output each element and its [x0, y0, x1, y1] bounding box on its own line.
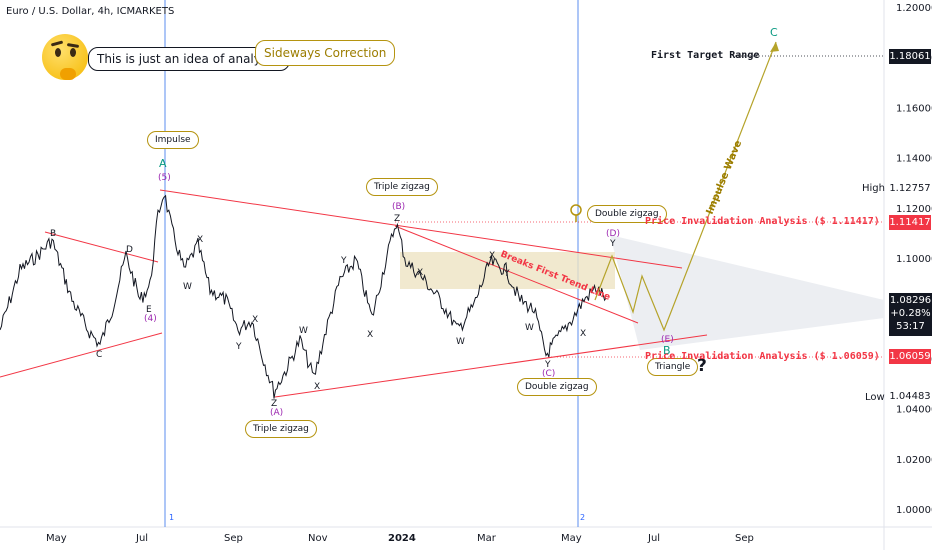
wave-mark: X: [580, 329, 586, 339]
wave-mark: X: [197, 235, 203, 245]
wave-mark-green: B: [663, 344, 671, 357]
trendline-top: [159, 189, 683, 269]
x-tick-label: Sep: [224, 533, 243, 544]
lightbulb-icon: [570, 204, 582, 222]
wave-mark-purple: (B): [392, 202, 405, 212]
wave-mark: Y: [609, 239, 616, 249]
y-tick-label: 1.20000: [896, 3, 932, 14]
countdown: 53:17: [896, 321, 925, 332]
triangle-projection-zone: [610, 235, 884, 350]
y-tick-label: 1.14000: [896, 154, 932, 165]
triple-zigzag-bottom-label: Triple zigzag: [245, 420, 317, 438]
wave-mark: Z: [394, 214, 400, 224]
thinking-face-icon: [42, 34, 88, 80]
first-target-label: First Target Range: [651, 50, 760, 61]
wave-mark-purple: (D): [606, 229, 620, 239]
x-tick-label: Mar: [477, 533, 497, 544]
impulse-label: Impulse: [147, 131, 199, 149]
wave-mark-purple: (A): [270, 408, 283, 418]
y-tick-label: 1.16000: [896, 103, 932, 114]
wave-mark: X: [489, 251, 495, 261]
wave-mark: E: [146, 305, 152, 315]
y-tick-label: 1.02000: [896, 455, 932, 466]
wave-mark-green: C: [770, 26, 778, 39]
double-zigzag-bottom-label: Double zigzag: [517, 378, 597, 396]
low-label: Low: [865, 392, 885, 403]
vline-1-label: 1: [169, 513, 175, 522]
wave-mark-purple: (C): [542, 369, 555, 379]
low-price-tag: 1.04483: [889, 391, 931, 402]
sideways-correction-badge: Sideways Correction: [255, 40, 396, 66]
trendline-bottom: [274, 334, 708, 398]
y-tick-label: 1.00000: [896, 505, 932, 516]
wave-mark-purple: (4): [144, 314, 157, 324]
x-tick-label: May: [46, 533, 67, 544]
target-price-tag: 1.18061: [889, 49, 931, 64]
wave-mark-purple: (5): [158, 173, 171, 183]
y-tick-label: 1.12000: [896, 204, 932, 215]
wave-mark-purple: (E): [661, 335, 674, 345]
wave-mark: B: [50, 229, 56, 239]
x-tick-label: 2024: [388, 533, 416, 544]
wave-mark: W: [456, 337, 465, 347]
wave-mark: Y: [503, 269, 510, 279]
wave-mark: X: [417, 268, 423, 278]
invalid-bottom-price-tag: 1.06059: [889, 349, 931, 364]
y-tick-label: 1.10000: [896, 254, 932, 265]
double-zigzag-top-label: Double zigzag: [587, 205, 667, 223]
price-change: +0.28%: [890, 308, 931, 319]
projection-arrow-head: [770, 42, 779, 52]
wave-mark-green: A: [159, 157, 167, 170]
trendline-left-lower: [0, 332, 163, 378]
wave-mark: Z: [271, 399, 277, 409]
wave-mark: Y: [235, 342, 242, 352]
current-price-box: 1.08296 +0.28% 53:17: [889, 293, 932, 336]
triple-zigzag-top-label: Triple zigzag: [366, 178, 438, 196]
y-tick-label: 1.04000: [896, 405, 932, 416]
high-price-tag: 1.12757: [889, 183, 931, 194]
wave-mark: X: [252, 315, 258, 325]
price-series-line: [0, 194, 607, 399]
vline-2-label: 2: [580, 513, 586, 522]
trendline-left-upper: [44, 231, 159, 263]
chart-title: Euro / U.S. Dollar, 4h, ICMARKETS: [6, 6, 175, 17]
wave-mark: Y: [340, 256, 347, 266]
current-price-tag: 1.08296: [889, 295, 932, 306]
question-mark: ?: [697, 356, 707, 376]
invalidation-bottom-label: Price Invalidation Analysis ($ 1.06059): [645, 351, 880, 362]
x-tick-label: Jul: [135, 533, 148, 544]
high-label: High: [862, 183, 885, 194]
wave-mark: X: [367, 330, 373, 340]
projection-path: [594, 41, 777, 332]
invalid-top-price-tag: 1.11417: [889, 215, 931, 230]
x-tick-label: Sep: [735, 533, 754, 544]
triangle-label: Triangle: [647, 358, 699, 376]
wave-mark: W: [525, 323, 534, 333]
wave-mark: C: [96, 350, 102, 360]
x-tick-label: May: [561, 533, 582, 544]
x-tick-label: Jul: [647, 533, 660, 544]
invalidation-top-label: Price Invalidation Analysis ($ 1.11417): [645, 216, 880, 227]
trendline-first: [394, 225, 639, 324]
wave-mark: X: [314, 382, 320, 392]
wave-mark: W: [183, 282, 192, 292]
wave-mark: D: [126, 245, 133, 255]
x-tick-label: Nov: [308, 533, 328, 544]
wave-mark: W: [299, 326, 308, 336]
wave-mark: Y: [544, 360, 551, 370]
impulse-wave-label: Impulse Wave: [705, 139, 745, 216]
